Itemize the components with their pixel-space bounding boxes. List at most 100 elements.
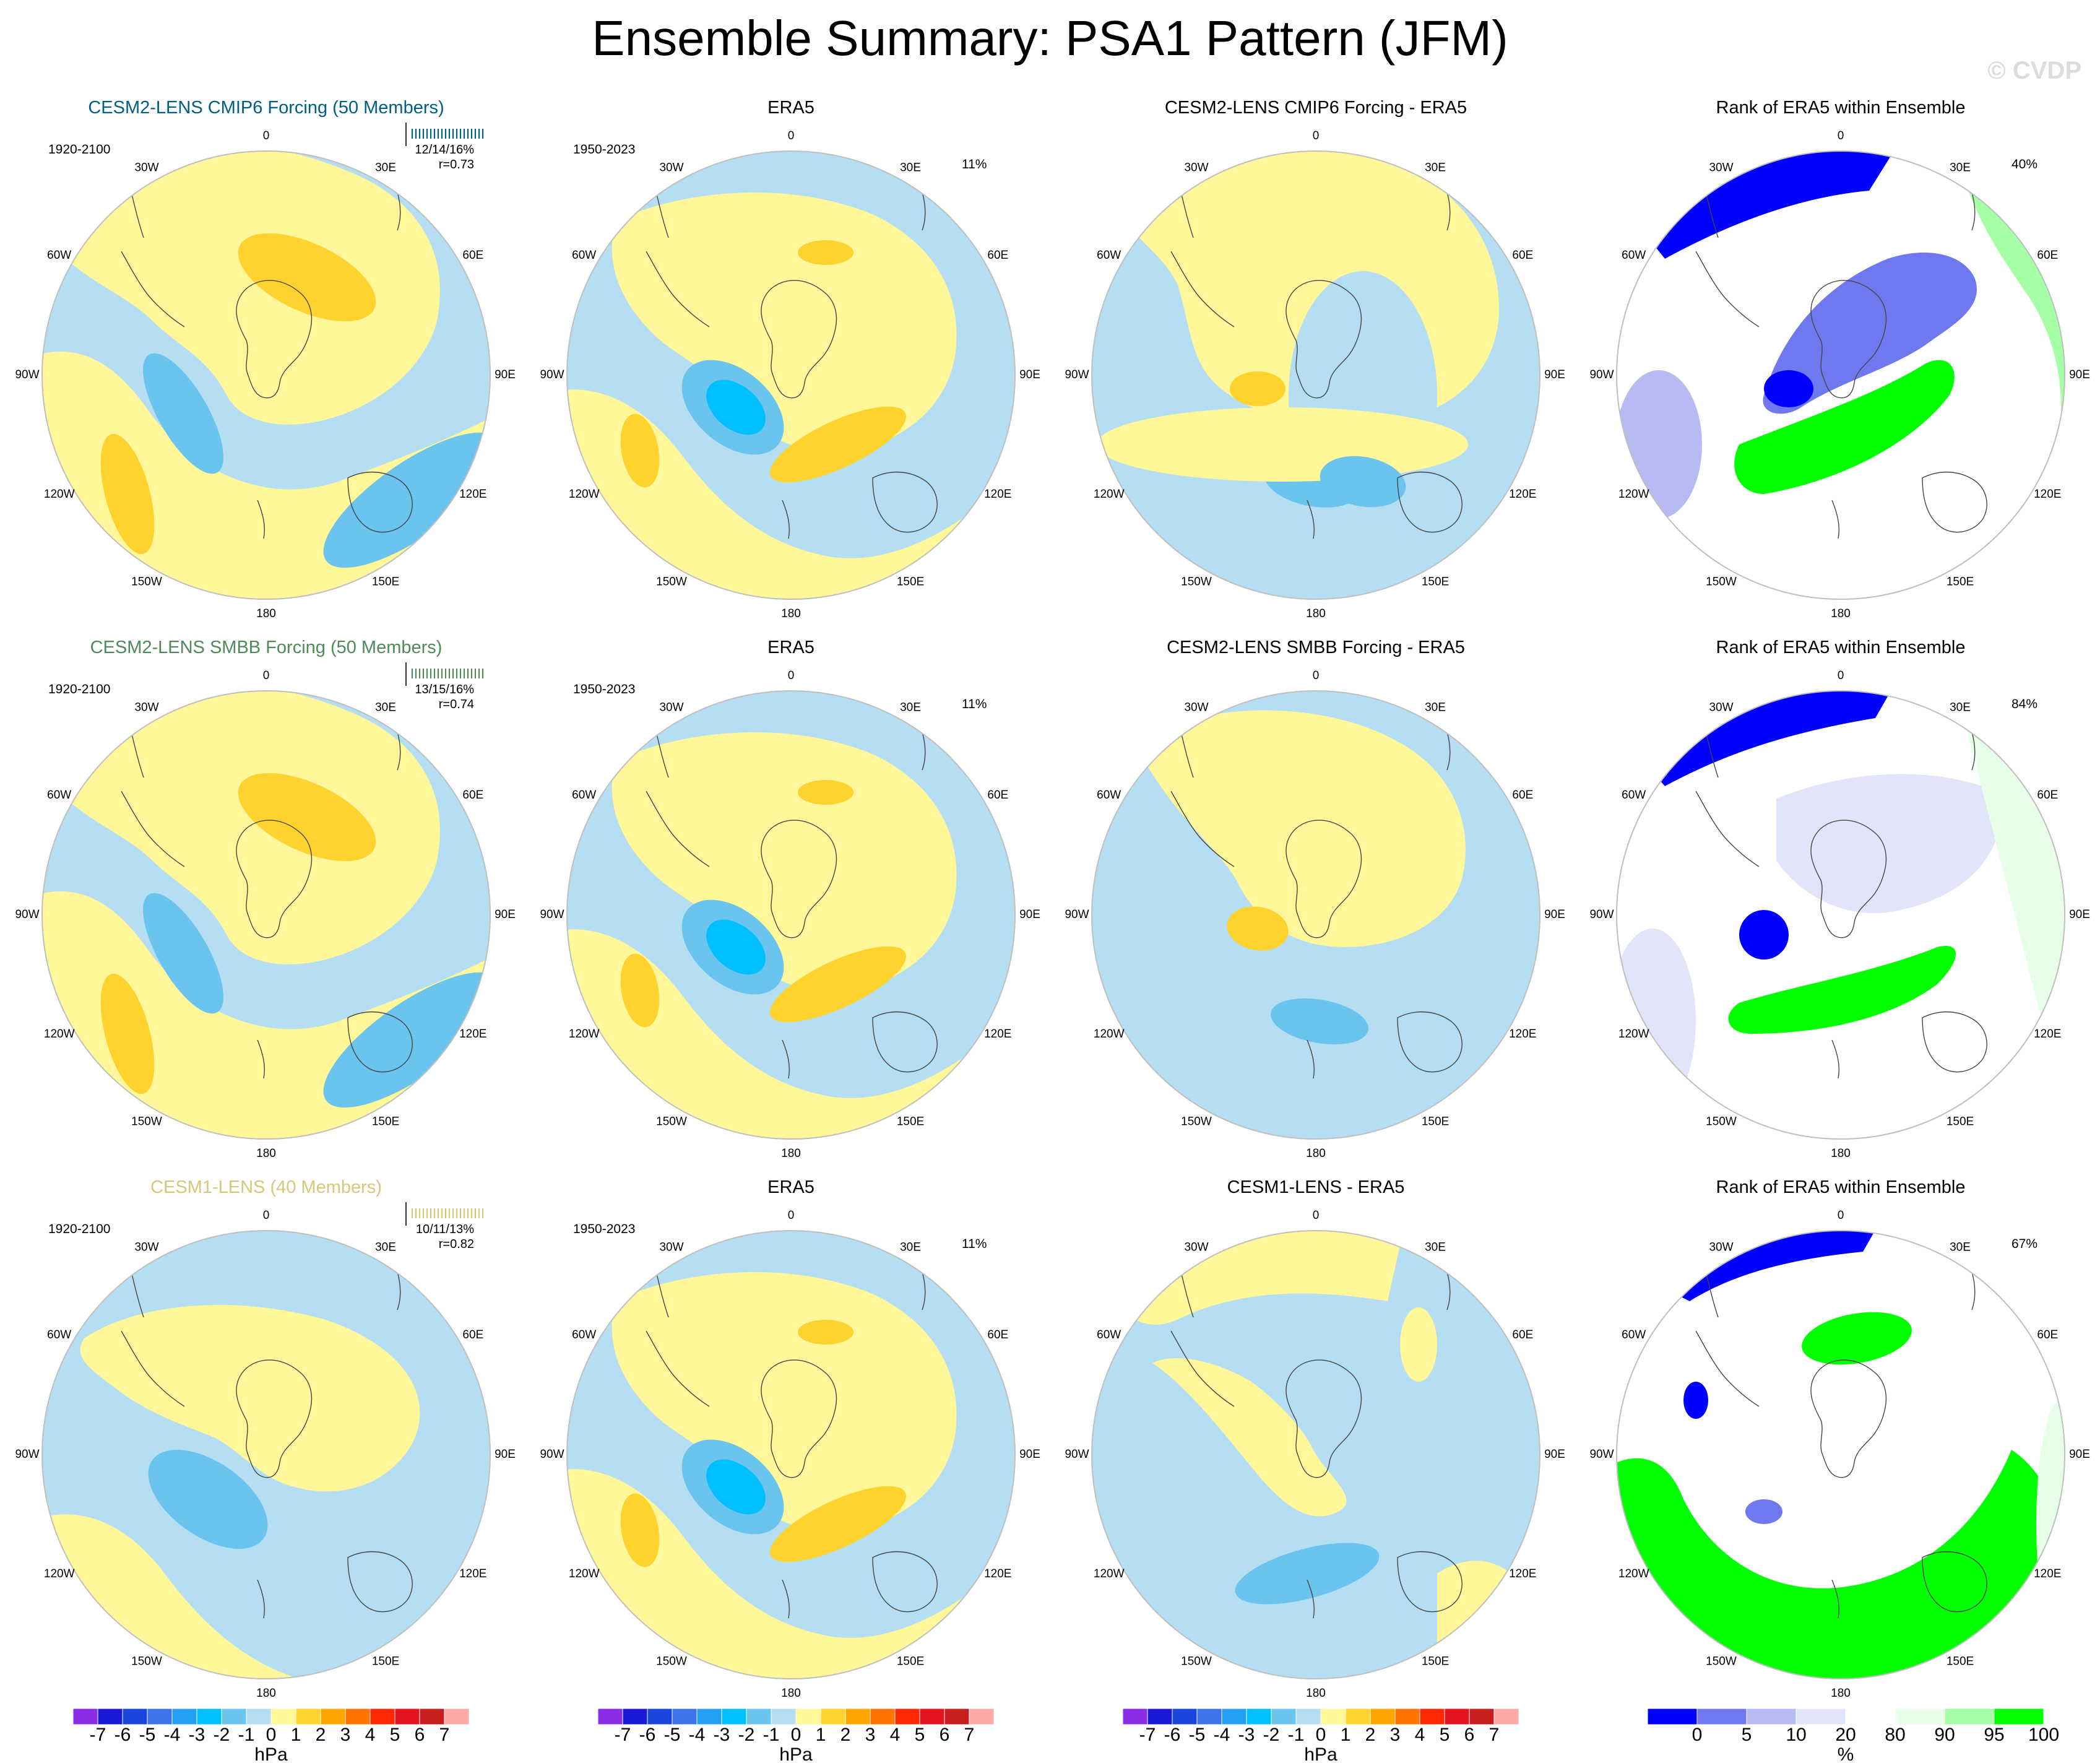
colorbar-tick-label: 7	[964, 1725, 975, 1745]
longitude-label: 60W	[47, 789, 71, 802]
longitude-label: 120W	[1618, 1567, 1649, 1580]
australia-coastline	[347, 472, 413, 533]
colorbar-swatch	[1221, 1708, 1247, 1725]
rank-top	[1802, 1312, 1912, 1365]
longitude-label: 120W	[1618, 488, 1649, 501]
colorbar-swatch	[419, 1708, 445, 1725]
colorbar-tick-label: 5	[390, 1725, 400, 1745]
negative-core	[1235, 1543, 1380, 1605]
longitude-label: 150W	[1181, 1115, 1212, 1128]
colorbar-swatch	[1795, 1708, 1846, 1725]
longitude-label: 60E	[1512, 789, 1533, 802]
colorbar-tick-label: -5	[1189, 1725, 1206, 1745]
panel-title: CESM1-LENS (40 Members)	[150, 1177, 382, 1197]
pc-distribution-ticks	[405, 123, 484, 146]
longitude-label: 30E	[1425, 701, 1446, 714]
map-field	[1617, 691, 2065, 1139]
cvdp-watermark: © CVDP	[1987, 57, 2081, 84]
longitude-label: 180	[781, 1147, 801, 1160]
longitude-label: 90W	[15, 1448, 39, 1461]
colorbar-unit: hPa	[779, 1744, 813, 1763]
longitude-label: 60E	[2037, 1328, 2058, 1341]
map-field	[1092, 691, 1540, 1139]
longitude-label: 30E	[1950, 701, 1971, 714]
new-zealand-coastline	[1831, 1579, 1839, 1619]
positive-core	[1230, 371, 1285, 406]
longitude-label: 150E	[897, 1115, 924, 1128]
colorbar-graphic: -7 -6 -5 -4 -3 -2 -1 0 1 2 3 4 5 6 7 hPa	[1122, 1708, 1519, 1763]
map-field	[1617, 1231, 2065, 1679]
longitude-label: 150W	[656, 1655, 687, 1668]
colorbar-tick-label: 20	[1835, 1725, 1856, 1745]
colorbar-tick-label: 80	[1885, 1725, 1905, 1745]
longitude-label: 180	[1306, 1687, 1326, 1700]
longitude-label: 0	[1838, 129, 1844, 142]
colorbar-tick-label: 0	[266, 1725, 277, 1745]
longitude-label: 90W	[540, 908, 564, 921]
colorbar-tick-label: 4	[1415, 1725, 1425, 1745]
colorbar-swatch	[72, 1708, 98, 1725]
colorbar-tick-label: 6	[415, 1725, 425, 1745]
positive-core	[798, 240, 853, 265]
positive-region	[611, 1271, 957, 1531]
polar-map: 0 30E 60E 90E 120E 150E 180 150W 120W 90W 60W 30W	[15, 123, 516, 620]
longitude-label: 0	[1838, 669, 1844, 682]
negative-core	[706, 919, 766, 975]
panel-title: CESM2-LENS CMIP6 Forcing (50 Members)	[88, 98, 444, 118]
colorbar-swatch	[672, 1708, 698, 1725]
longitude-label: 180	[1831, 1687, 1851, 1700]
longitude-label: 90W	[15, 368, 39, 381]
longitude-label: 180	[256, 1687, 276, 1700]
longitude-label: 150W	[656, 1115, 687, 1128]
map-field	[1617, 151, 2065, 599]
colorbar-tick-label: 3	[340, 1725, 351, 1745]
positive-core	[620, 414, 660, 488]
longitude-label: 30W	[1709, 701, 1733, 714]
map-field	[42, 691, 490, 1139]
polar-map: 0 30E 60E 90E 120E 150E 180 150W 120W 90W 60W 30W	[1065, 669, 1565, 1160]
colorbar-tick-label: 5	[1440, 1725, 1450, 1745]
map-field	[567, 151, 1015, 599]
longitude-label: 120E	[2034, 488, 2061, 501]
stats-correlation: r=0.74	[438, 698, 474, 711]
australia-coastline	[872, 1551, 938, 1613]
colorbar-swatch	[320, 1708, 346, 1725]
australia-coastline	[347, 1551, 413, 1613]
colorbar-tick-label: -2	[1263, 1725, 1280, 1745]
colorbar-graphic: -7 -6 -5 -4 -3 -2 -1 0 1 2 3 4 5 6 7 hPa	[72, 1708, 470, 1763]
rank-percent: 40%	[2011, 157, 2038, 171]
map-border	[566, 150, 1016, 600]
antarctica-coastline	[236, 1359, 313, 1478]
colorbar-tick-label: -5	[664, 1725, 681, 1745]
australia-coastline	[872, 472, 938, 533]
colorbar-swatch	[1469, 1708, 1495, 1725]
longitude-label: 150W	[1181, 575, 1212, 588]
panel-title: ERA5	[767, 98, 815, 118]
longitude-label: 90E	[495, 1448, 516, 1461]
colorbar-swatch	[795, 1708, 821, 1725]
longitude-label: 30E	[375, 1241, 396, 1254]
longitude-label: 30E	[375, 701, 396, 714]
longitude-label: 90E	[1544, 1448, 1565, 1461]
positive-region	[59, 691, 440, 964]
longitude-label: 90E	[1019, 368, 1040, 381]
colorbar-swatch	[622, 1708, 648, 1725]
longitude-label: 120E	[2034, 1028, 2061, 1041]
new-zealand-coastline	[782, 1039, 790, 1079]
colorbar-hpa-2: -7 -6 -5 -4 -3 -2 -1 0 1 2 3 4 5 6 7 hPa	[597, 1708, 995, 1763]
longitude-label: 150E	[372, 575, 399, 588]
colorbar-swatch	[746, 1708, 772, 1725]
positive-core	[798, 1320, 853, 1345]
longitude-label: 30E	[1425, 162, 1446, 175]
colorbar-tick-label: 7	[439, 1725, 450, 1745]
longitude-label: 150W	[656, 575, 687, 588]
panel-title: Rank of ERA5 within Ensemble	[1716, 1177, 1966, 1197]
longitude-label: 120E	[984, 1028, 1011, 1041]
colorbar-tick-label: 4	[890, 1725, 901, 1745]
colorbar-tick-label: -1	[1288, 1725, 1305, 1745]
new-zealand-coastline	[257, 1039, 265, 1079]
longitude-label: 150W	[1181, 1655, 1212, 1668]
period-label: 1950-2023	[573, 1222, 636, 1236]
panel-title: ERA5	[767, 638, 815, 657]
colorbar-swatch	[919, 1708, 945, 1725]
